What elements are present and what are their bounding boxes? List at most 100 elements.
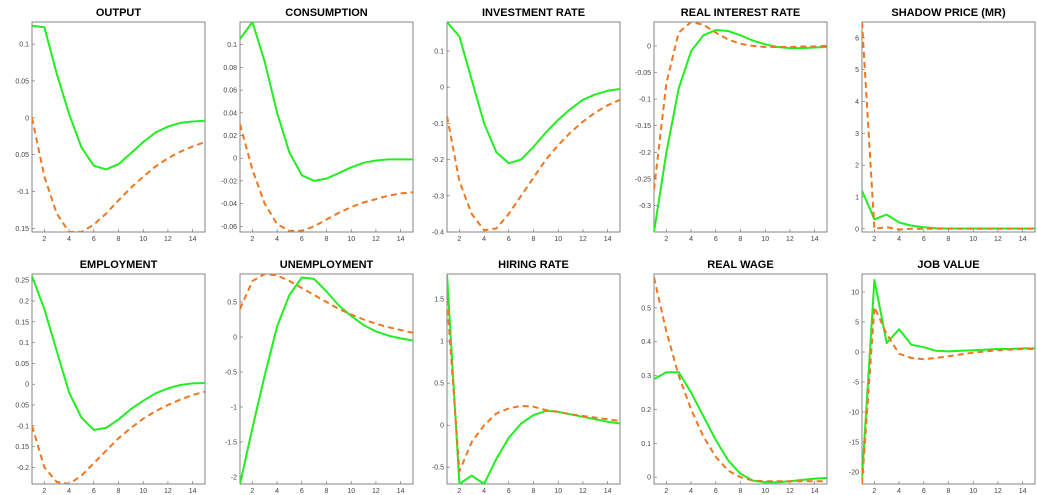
x-tick-label: 8 bbox=[532, 488, 536, 495]
subplot-title: CONSUMPTION bbox=[285, 7, 368, 19]
y-tick-label: -0.2 bbox=[17, 465, 29, 472]
y-tick-label: -0.25 bbox=[635, 176, 651, 183]
x-tick-label: 4 bbox=[482, 488, 486, 495]
subplot-title: REAL INTEREST RATE bbox=[681, 7, 800, 19]
series-line-dashed bbox=[654, 22, 827, 190]
y-tick-label: 4 bbox=[855, 99, 859, 106]
y-tick-label: 0 bbox=[855, 226, 859, 233]
y-tick-label: 0.1 bbox=[19, 340, 29, 347]
x-tick-label: 8 bbox=[117, 488, 121, 495]
y-tick-label: 0.25 bbox=[15, 278, 29, 285]
x-tick-label: 4 bbox=[897, 488, 901, 495]
x-tick-label: 4 bbox=[482, 236, 486, 243]
series-line-dashed bbox=[32, 390, 205, 484]
y-tick-label: -0.05 bbox=[635, 70, 651, 77]
x-tick-label: 2 bbox=[664, 488, 668, 495]
x-tick-label: 10 bbox=[969, 236, 977, 243]
subplot-4: REAL INTEREST RATE 0 -0.05 -0.1 -0.15 -0.2 -0.… bbox=[635, 7, 828, 243]
y-tick-label: -0.5 bbox=[432, 465, 444, 472]
y-tick-label: 0.05 bbox=[15, 361, 29, 368]
plot-frame bbox=[239, 21, 414, 233]
y-tick-label: 0.1 bbox=[641, 441, 651, 448]
x-tick-label: 14 bbox=[397, 236, 405, 243]
y-tick-label: 0.05 bbox=[15, 78, 29, 85]
y-tick-label: -0.2 bbox=[432, 157, 444, 164]
x-tick-label: 10 bbox=[554, 488, 562, 495]
x-tick-label: 8 bbox=[947, 236, 951, 243]
x-tick-label: 2 bbox=[457, 488, 461, 495]
y-tick-label: -0.5 bbox=[225, 370, 237, 377]
y-tick-label: 0.1 bbox=[227, 42, 237, 49]
y-tick-label: 0.2 bbox=[19, 299, 29, 306]
x-tick-label: 14 bbox=[1019, 488, 1027, 495]
y-tick-label: 0 bbox=[25, 115, 29, 122]
y-tick-label: 5 bbox=[855, 320, 859, 327]
y-tick-label: -0.04 bbox=[221, 201, 237, 208]
x-tick-label: 12 bbox=[372, 488, 380, 495]
x-tick-label: 12 bbox=[164, 488, 172, 495]
y-tick-label: 0 bbox=[233, 335, 237, 342]
series-line-solid bbox=[862, 279, 1035, 479]
x-tick-label: 2 bbox=[872, 236, 876, 243]
plot-frame bbox=[861, 21, 1036, 233]
y-tick-label: -0.3 bbox=[639, 203, 651, 210]
subplot-7: UNEMPLOYMENT 0.5 0 -0.5 -1 -1.5 -2 2 4 6 8 10 12 14 bbox=[225, 259, 414, 495]
y-tick-label: 0 bbox=[440, 423, 444, 430]
x-tick-label: 6 bbox=[507, 236, 511, 243]
x-tick-label: 2 bbox=[872, 488, 876, 495]
y-tick-label: 0.04 bbox=[223, 110, 237, 117]
subplot-6: EMPLOYMENT 0.25 0.2 0.15 0.1 0.05 0 0.05 -0.1 0.1… bbox=[15, 259, 206, 495]
y-tick-label: 0 bbox=[647, 43, 651, 50]
series-line-solid bbox=[240, 22, 413, 182]
subplot-title: OUTPUT bbox=[96, 7, 142, 19]
y-tick-label: 0.1 bbox=[434, 48, 444, 55]
y-tick-label: 0 bbox=[233, 156, 237, 163]
subplot-3: INVESTMENT RATE 0.1 0 -0.1 -0.2 -0.3 -0.4 2 4 6 8 1… bbox=[432, 7, 621, 243]
y-tick-label: 1.5 bbox=[434, 297, 444, 304]
y-tick-label: 0.3 bbox=[641, 373, 651, 380]
y-tick-label: -0.1 bbox=[639, 97, 651, 104]
x-tick-label: 14 bbox=[604, 236, 612, 243]
x-tick-label: 10 bbox=[761, 488, 769, 495]
x-tick-label: 10 bbox=[969, 488, 977, 495]
x-tick-label: 14 bbox=[189, 488, 197, 495]
x-tick-label: 4 bbox=[67, 236, 71, 243]
y-tick-label: 0 bbox=[647, 475, 651, 482]
subplot-title: INVESTMENT RATE bbox=[482, 7, 585, 19]
plot-frame bbox=[861, 273, 1036, 485]
plot-frame bbox=[239, 273, 414, 485]
x-tick-label: 10 bbox=[139, 488, 147, 495]
x-tick-label: 10 bbox=[554, 236, 562, 243]
y-tick-label: 0 bbox=[25, 382, 29, 389]
x-tick-label: 12 bbox=[164, 236, 172, 243]
series-line-dashed bbox=[654, 277, 827, 483]
x-tick-label: 2 bbox=[42, 488, 46, 495]
y-tick-label: -0.06 bbox=[221, 224, 237, 231]
x-tick-label: 8 bbox=[739, 488, 743, 495]
y-tick-label: -1.5 bbox=[225, 440, 237, 447]
subplot-title: UNEMPLOYMENT bbox=[280, 259, 374, 271]
x-tick-label: 8 bbox=[532, 236, 536, 243]
x-tick-label: 2 bbox=[664, 236, 668, 243]
y-tick-label: -0.1 bbox=[17, 423, 29, 430]
x-tick-label: 12 bbox=[372, 236, 380, 243]
y-tick-label: -0.2 bbox=[639, 150, 651, 157]
subplot-8: HIRING RATE 1.5 1 0.5 0 -0.5 2 4 6 8 10 12 14 bbox=[432, 259, 621, 495]
x-tick-label: 2 bbox=[250, 236, 254, 243]
x-tick-label: 4 bbox=[275, 488, 279, 495]
x-tick-label: 6 bbox=[507, 488, 511, 495]
x-tick-label: 10 bbox=[761, 236, 769, 243]
y-tick-label: 0.15 bbox=[15, 319, 29, 326]
y-tick-label: 0.06 bbox=[223, 88, 237, 95]
x-tick-label: 14 bbox=[1019, 236, 1027, 243]
x-tick-label: 4 bbox=[275, 236, 279, 243]
x-tick-label: 14 bbox=[397, 488, 405, 495]
y-tick-label: 0.15 bbox=[15, 444, 29, 451]
series-line-solid bbox=[32, 275, 205, 431]
y-tick-label: -10 bbox=[849, 410, 859, 417]
y-tick-label: 1 bbox=[855, 195, 859, 202]
plot-frame bbox=[31, 273, 206, 485]
x-tick-label: 4 bbox=[897, 236, 901, 243]
x-tick-label: 6 bbox=[922, 488, 926, 495]
subplot-title: HIRING RATE bbox=[498, 259, 569, 271]
